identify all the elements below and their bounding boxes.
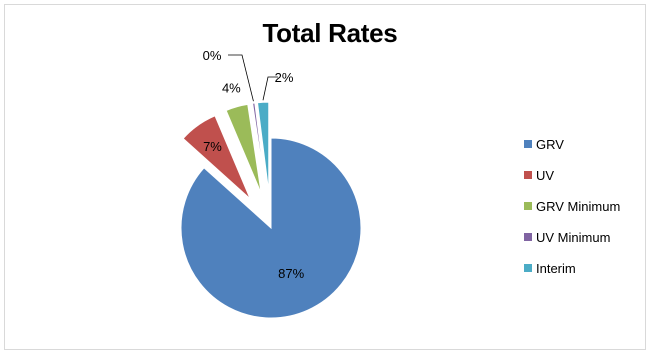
legend-label: GRV	[536, 136, 564, 152]
data-label-grv: 87%	[278, 266, 304, 281]
legend-swatch	[524, 233, 532, 241]
legend-item-grv-minimum: GRV Minimum	[524, 198, 648, 214]
leader-line-uv-minimum	[228, 54, 254, 102]
legend-swatch	[524, 171, 532, 179]
leader-line-interim	[262, 76, 278, 101]
pie-slice-uv-minimum	[252, 102, 267, 193]
legend-item-grv: GRV	[524, 136, 648, 152]
legend-swatch	[524, 202, 532, 210]
legend-item-uv-minimum: UV Minimum	[524, 229, 648, 245]
chart-title: Total Rates	[262, 18, 398, 48]
legend-item-uv: UV	[524, 167, 648, 183]
pie-slice-interim	[256, 101, 270, 193]
pie-slice-uv	[182, 115, 251, 200]
data-label-uv-minimum: 0%	[203, 48, 222, 63]
legend-swatch	[524, 264, 532, 272]
legend-label: Interim	[536, 260, 576, 276]
legend-label: UV	[536, 167, 555, 183]
legend-swatch	[524, 140, 532, 148]
chart-legend: GRV UV GRV Minimum UV Minimum Interim	[524, 136, 648, 291]
pie-slice-grv	[180, 137, 362, 319]
data-label-grv-minimum: 4%	[222, 81, 241, 96]
legend-item-interim: Interim	[524, 260, 648, 276]
legend-label: GRV Minimum	[536, 198, 621, 214]
data-label-interim: 2%	[275, 70, 294, 85]
legend-label: UV Minimum	[536, 229, 611, 245]
data-label-uv: 7%	[203, 139, 222, 154]
pie-slice-grv-minimum	[225, 103, 262, 194]
